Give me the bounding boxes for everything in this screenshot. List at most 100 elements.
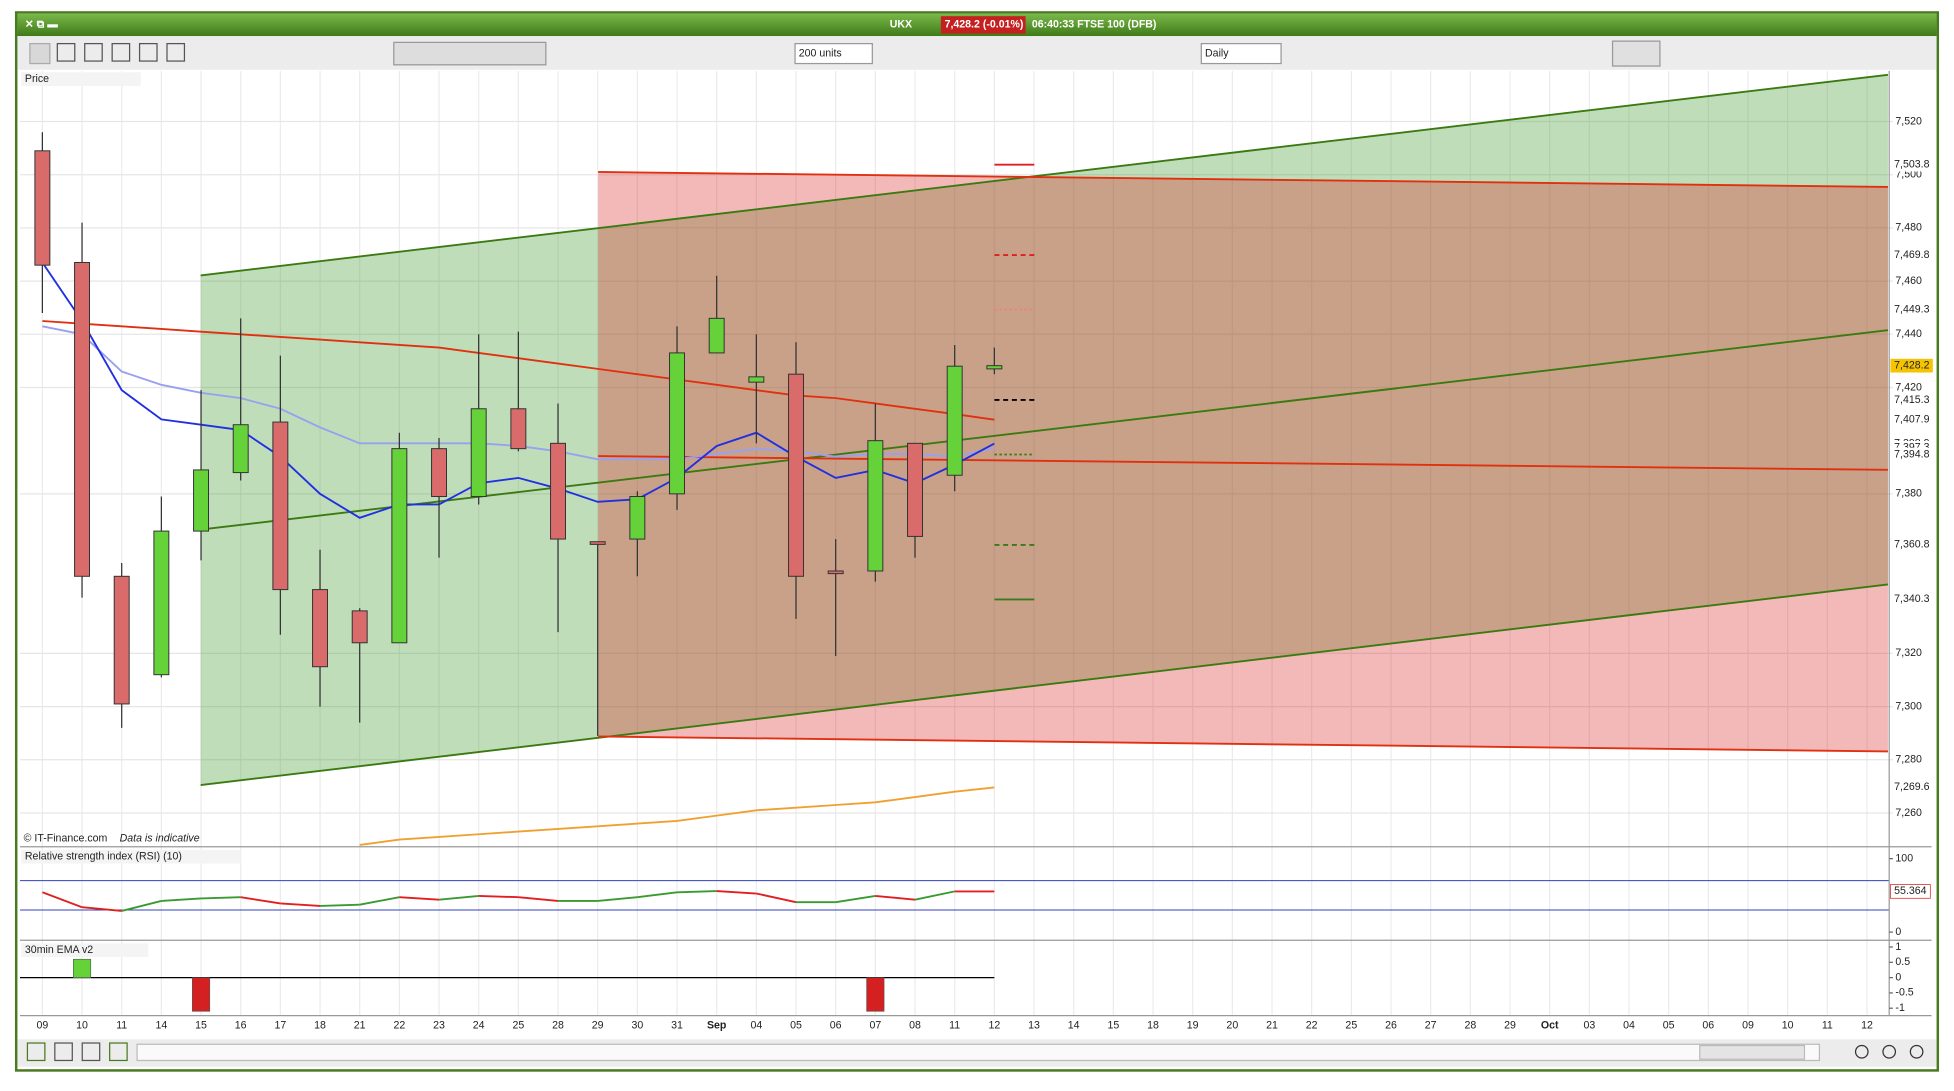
units-select[interactable]: [794, 42, 873, 65]
price-tag: [1890, 248, 1933, 262]
x-tick-label: 09: [1742, 1019, 1754, 1031]
rsi-segment: [875, 895, 916, 901]
candle-body: [907, 442, 923, 537]
x-tick-label: 04: [750, 1019, 762, 1031]
rsi-segment: [637, 891, 678, 899]
zoom-button[interactable]: [1909, 1044, 1924, 1059]
price-tag-label: 7,394.8: [1894, 448, 1929, 460]
tool-button[interactable]: [166, 42, 186, 62]
x-tick-label: Oct: [1541, 1019, 1559, 1031]
bottom-button[interactable]: [54, 1042, 73, 1062]
candle-body: [867, 440, 884, 572]
candle-body: [431, 448, 448, 498]
x-tick-label: 22: [393, 1019, 405, 1031]
x-tick-label: 18: [1147, 1019, 1159, 1031]
price-tag: [1890, 393, 1933, 407]
channel-line: [200, 73, 1889, 277]
tool-button[interactable]: [138, 42, 158, 62]
candle-body: [589, 541, 606, 545]
x-tick-label: 31: [671, 1019, 683, 1031]
x-tick-label: 10: [1782, 1019, 1794, 1031]
x-tick-label: 25: [512, 1019, 524, 1031]
price-tag-label: 7,503.8: [1894, 158, 1929, 170]
plot: [19, 132, 1890, 1012]
y-tick-label: 1: [1895, 941, 1901, 953]
indicator-line: [359, 786, 995, 846]
zoom-button[interactable]: [1882, 1044, 1897, 1059]
x-tick-label: 28: [1464, 1019, 1476, 1031]
y-tick-label: 0.5: [1895, 956, 1910, 968]
x-tick-label: 19: [1187, 1019, 1199, 1031]
candle-body: [391, 448, 408, 644]
x-tick-label: 30: [631, 1019, 643, 1031]
y-tick-label: 7,380: [1895, 488, 1922, 500]
price-tag-label: 7,407.9: [1894, 413, 1929, 425]
rsi-segment: [756, 892, 797, 904]
x-tick-label: 05: [790, 1019, 802, 1031]
tool-button[interactable]: [56, 42, 76, 62]
y-tick-label: -1: [1895, 1002, 1905, 1014]
candle-body: [193, 469, 210, 532]
scroll-thumb[interactable]: [1699, 1044, 1806, 1060]
y-tick-label: 0: [1895, 926, 1901, 938]
x-tick-label: 20: [1226, 1019, 1238, 1031]
price-tag: [1890, 447, 1933, 462]
bar: [866, 977, 885, 1012]
candle-body: [510, 408, 527, 450]
scrollbar[interactable]: [136, 1043, 1821, 1062]
x-tick-label: 07: [869, 1019, 881, 1031]
tool-button[interactable]: [29, 42, 51, 65]
bottom-button[interactable]: [81, 1042, 101, 1062]
x-tick-label: 12: [988, 1019, 1000, 1031]
x-tick-label: 23: [433, 1019, 445, 1031]
x-tick-label: 24: [473, 1019, 485, 1031]
price-tag-label: 7,340.3: [1894, 593, 1929, 605]
window-controls[interactable]: ✕ ⧉ ▬: [25, 19, 58, 31]
drawing-tools[interactable]: [29, 41, 547, 66]
x-tick-label: 04: [1623, 1019, 1635, 1031]
color-palette[interactable]: [393, 41, 547, 66]
rsi-segment: [280, 902, 321, 907]
x-tick-label: 11: [116, 1019, 127, 1031]
interval-select[interactable]: [1200, 42, 1282, 65]
x-tick-label: Sep: [707, 1019, 727, 1031]
y-tick-label: 7,480: [1895, 222, 1922, 234]
chart-type-button[interactable]: [1611, 40, 1661, 67]
x-tick-label: 05: [1663, 1019, 1675, 1031]
rsi-segment: [518, 896, 559, 902]
zoom-button[interactable]: [1854, 1044, 1869, 1059]
y-tick-label: 7,500: [1895, 169, 1922, 181]
bottom-button[interactable]: [26, 1042, 46, 1062]
price-tag: [1890, 302, 1933, 317]
price-tag-label: 7,449.3: [1894, 303, 1929, 315]
price-tag: [1890, 780, 1933, 795]
x-tick-label: 15: [195, 1019, 207, 1031]
candle-body: [669, 352, 685, 495]
rsi-segment: [438, 895, 479, 901]
bar: [191, 977, 211, 1012]
candle-body: [232, 424, 249, 474]
candle-body: [351, 610, 368, 644]
candle-body: [788, 373, 804, 577]
tool-button[interactable]: [84, 42, 103, 62]
x-tick-label: 14: [155, 1019, 167, 1031]
candle-body: [708, 317, 725, 354]
rsi-segment: [835, 895, 876, 904]
x-tick-label: 06: [830, 1019, 842, 1031]
tool-button[interactable]: [111, 42, 131, 62]
bar: [73, 958, 92, 978]
rsi-segment: [121, 900, 162, 912]
price-tag-label: 7,415.3: [1894, 394, 1929, 406]
bottom-button[interactable]: [109, 1042, 128, 1062]
y-tick-label: 7,420: [1895, 381, 1922, 393]
candle-body: [113, 575, 130, 705]
x-tick-label: 14: [1068, 1019, 1080, 1031]
price-tag: [1890, 538, 1933, 552]
y-tick-label: 7,300: [1895, 700, 1922, 712]
x-tick-label: 11: [1822, 1019, 1833, 1031]
rsi-segment: [676, 890, 717, 894]
x-tick-label: 17: [274, 1019, 286, 1031]
rsi-segment: [914, 890, 955, 901]
x-tick-label: 25: [1345, 1019, 1357, 1031]
